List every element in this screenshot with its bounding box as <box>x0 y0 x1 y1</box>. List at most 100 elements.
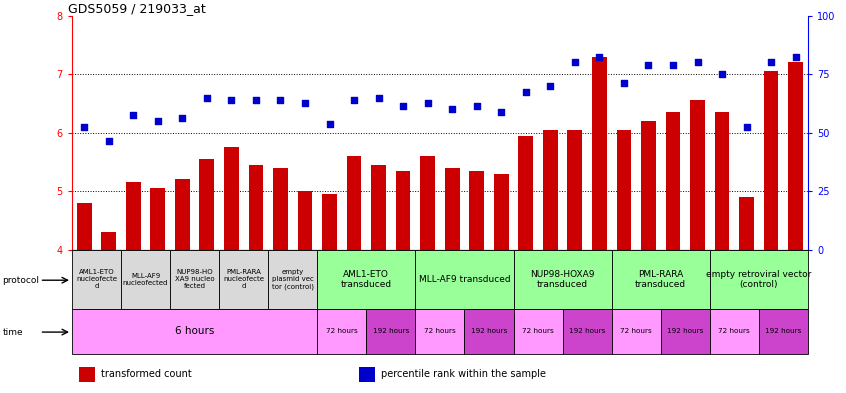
Text: 6 hours: 6 hours <box>175 326 214 336</box>
Text: 192 hours: 192 hours <box>373 328 409 334</box>
Text: time: time <box>3 328 23 336</box>
Text: 192 hours: 192 hours <box>471 328 507 334</box>
Text: 192 hours: 192 hours <box>766 328 801 334</box>
Text: GDS5059 / 219033_at: GDS5059 / 219033_at <box>69 2 206 15</box>
Bar <box>739 197 754 250</box>
Bar <box>445 168 459 250</box>
Bar <box>359 367 375 382</box>
Point <box>592 53 606 60</box>
Bar <box>415 250 514 309</box>
Point <box>175 115 189 121</box>
Point <box>298 100 311 107</box>
Bar <box>317 309 366 354</box>
Bar <box>568 130 582 250</box>
Bar <box>514 250 612 309</box>
Text: 192 hours: 192 hours <box>569 328 605 334</box>
Point <box>347 97 360 104</box>
Text: MLL-AF9
nucleofected: MLL-AF9 nucleofected <box>123 273 168 286</box>
Bar <box>151 188 165 250</box>
Text: 72 hours: 72 hours <box>718 328 750 334</box>
Point <box>764 59 777 66</box>
Bar <box>519 136 533 250</box>
Point <box>126 112 140 118</box>
Bar <box>77 203 91 250</box>
Bar <box>72 250 121 309</box>
Bar <box>396 171 410 250</box>
Bar <box>371 165 386 250</box>
Text: percentile rank within the sample: percentile rank within the sample <box>381 369 546 378</box>
Text: 192 hours: 192 hours <box>667 328 703 334</box>
Point <box>151 118 164 124</box>
Point <box>200 94 213 101</box>
Bar <box>249 165 263 250</box>
Bar <box>415 309 464 354</box>
Text: protocol: protocol <box>3 276 40 285</box>
Bar <box>80 367 96 382</box>
Text: 72 hours: 72 hours <box>326 328 358 334</box>
Point <box>568 59 581 66</box>
Bar <box>715 112 729 250</box>
Bar <box>200 159 214 250</box>
Point <box>617 80 630 86</box>
Text: 72 hours: 72 hours <box>620 328 652 334</box>
Text: NUP98-HO
XA9 nucleo
fected: NUP98-HO XA9 nucleo fected <box>175 270 214 289</box>
Point <box>371 94 385 101</box>
Point <box>788 53 802 60</box>
Point <box>494 109 508 115</box>
Point <box>249 97 262 104</box>
Point <box>690 59 704 66</box>
Point <box>322 121 336 127</box>
Bar <box>347 156 361 250</box>
Bar <box>175 179 190 250</box>
Bar <box>592 57 607 250</box>
Text: NUP98-HOXA9
transduced: NUP98-HOXA9 transduced <box>530 270 595 289</box>
Bar <box>617 130 631 250</box>
Point <box>77 124 91 130</box>
Bar <box>543 130 558 250</box>
Text: AML1-ETO
transduced: AML1-ETO transduced <box>341 270 392 289</box>
Point <box>420 100 435 107</box>
Bar <box>661 309 710 354</box>
Text: PML-RARA
nucleofecte
d: PML-RARA nucleofecte d <box>223 270 264 289</box>
Bar <box>690 101 705 250</box>
Bar <box>224 147 239 250</box>
Point <box>739 124 753 130</box>
Point <box>273 97 287 104</box>
Point <box>641 62 655 68</box>
Text: empty retroviral vector
(control): empty retroviral vector (control) <box>706 270 811 289</box>
Bar <box>494 174 508 250</box>
Text: 72 hours: 72 hours <box>424 328 456 334</box>
Text: 72 hours: 72 hours <box>522 328 554 334</box>
Bar <box>666 112 680 250</box>
Bar <box>764 71 778 250</box>
Bar <box>464 309 514 354</box>
Bar <box>710 250 808 309</box>
Bar <box>514 309 563 354</box>
Point <box>445 106 459 112</box>
Bar <box>268 250 317 309</box>
Bar <box>788 62 803 250</box>
Bar <box>322 194 337 250</box>
Point <box>396 103 409 110</box>
Bar <box>317 250 415 309</box>
Bar <box>102 232 116 250</box>
Text: PML-RARA
transduced: PML-RARA transduced <box>635 270 686 289</box>
Bar <box>219 250 268 309</box>
Bar <box>121 250 170 309</box>
Bar <box>470 171 484 250</box>
Text: AML1-ETO
nucleofecte
d: AML1-ETO nucleofecte d <box>76 270 117 289</box>
Bar <box>420 156 435 250</box>
Bar <box>612 250 710 309</box>
Bar <box>298 191 312 250</box>
Bar <box>126 182 140 250</box>
Bar <box>710 309 759 354</box>
Text: empty
plasmid vec
tor (control): empty plasmid vec tor (control) <box>272 269 314 290</box>
Bar <box>170 250 219 309</box>
Text: MLL-AF9 transduced: MLL-AF9 transduced <box>419 275 510 284</box>
Bar <box>563 309 612 354</box>
Point <box>519 88 532 95</box>
Bar <box>641 121 656 250</box>
Bar <box>759 309 808 354</box>
Point <box>470 103 483 110</box>
Point <box>666 62 679 68</box>
